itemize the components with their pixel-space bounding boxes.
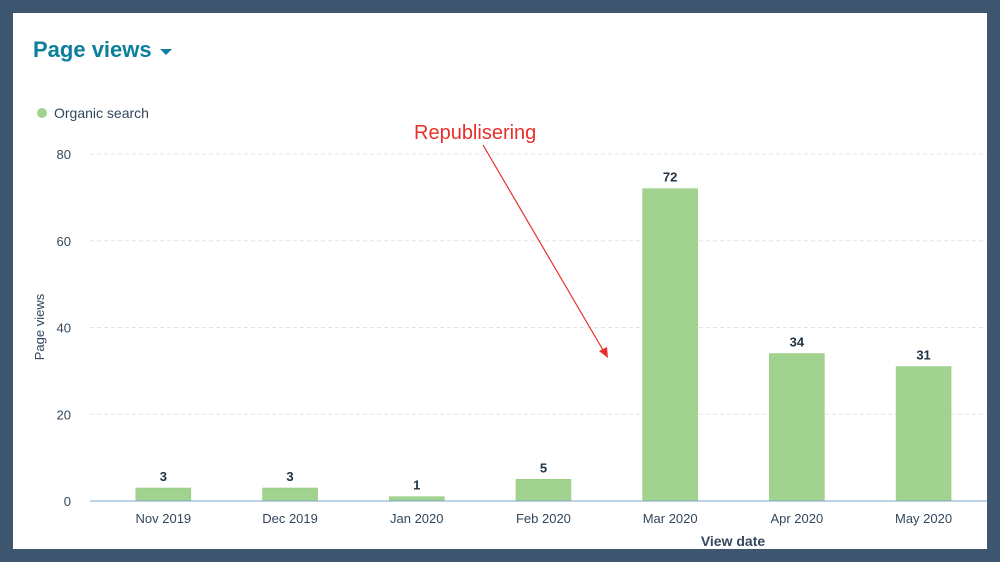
bar[interactable] <box>642 188 698 502</box>
page-title: Page views <box>33 37 152 62</box>
gridlines <box>90 153 987 415</box>
annotation-text: Republisering <box>414 122 536 144</box>
y-axis-label: Page views <box>32 293 47 360</box>
y-tick-labels: 0 20 40 60 80 <box>57 147 71 509</box>
data-label: 3 <box>286 469 293 484</box>
x-tick-label: Feb 2020 <box>516 511 571 526</box>
x-tick-label: Dec 2019 <box>262 511 318 526</box>
data-label: 1 <box>413 478 420 493</box>
x-tick-label: May 2020 <box>895 511 952 526</box>
data-label: 5 <box>540 460 547 475</box>
annotation: Republisering <box>414 122 608 358</box>
bar[interactable] <box>769 353 825 502</box>
bars <box>135 188 952 502</box>
data-label: 34 <box>790 335 805 350</box>
x-axis-label: View date <box>701 533 766 549</box>
y-tick-label: 0 <box>64 494 71 509</box>
chart-card: Page views Organic search 0 20 40 60 80 Nov … <box>13 13 987 549</box>
bar[interactable] <box>262 487 318 502</box>
y-tick-label: 40 <box>57 321 71 336</box>
legend-swatch <box>37 108 47 118</box>
bar[interactable] <box>515 479 572 502</box>
y-tick-label: 20 <box>57 407 71 422</box>
x-tick-label: Apr 2020 <box>770 511 823 526</box>
caret-down-icon <box>159 49 172 55</box>
legend-label: Organic search <box>54 105 149 121</box>
chart-legend: Organic search <box>37 105 149 121</box>
data-label: 31 <box>916 348 930 363</box>
data-label: 3 <box>160 469 167 484</box>
bar[interactable] <box>895 366 952 502</box>
annotation-arrow-line <box>482 144 604 351</box>
bar-chart: 0 20 40 60 80 Nov 2019 Dec 2019 Jan 2020 Feb 20… <box>32 122 987 549</box>
x-tick-labels: Nov 2019 Dec 2019 Jan 2020 Feb 2020 Mar 2020… <box>136 511 953 526</box>
annotation-arrowhead-icon <box>599 347 608 358</box>
x-tick-label: Jan 2020 <box>390 511 444 526</box>
data-label: 72 <box>663 170 677 185</box>
bar[interactable] <box>389 496 445 502</box>
y-tick-label: 60 <box>57 234 71 249</box>
x-tick-label: Mar 2020 <box>643 511 698 526</box>
chart-title-dropdown[interactable]: Page views <box>33 37 172 63</box>
bar[interactable] <box>135 487 192 502</box>
x-tick-label: Nov 2019 <box>136 511 192 526</box>
y-tick-label: 80 <box>57 147 71 162</box>
